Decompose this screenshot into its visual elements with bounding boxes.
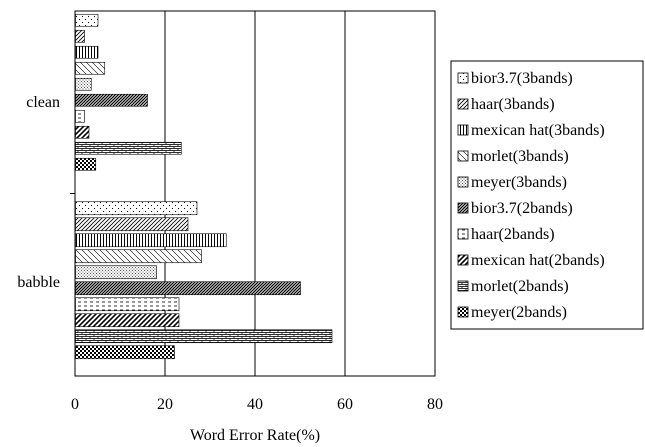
legend-label: mexican hat(3bands) [471, 122, 605, 139]
bar-clean-8 [75, 141, 182, 155]
bar-clean-7 [75, 125, 90, 139]
bar-babble-3 [75, 249, 202, 264]
legend-label: morlet(2bands) [471, 278, 569, 295]
legend-label: mexican hat(2bands) [471, 252, 605, 269]
bar-clean-9 [75, 157, 97, 171]
bar-clean-6 [75, 109, 85, 123]
category-label: clean [26, 94, 60, 111]
x-tick-labels: 0 20 40 60 80 [71, 396, 443, 413]
bar-babble-0 [75, 201, 198, 216]
legend-label: haar(3bands) [471, 96, 555, 113]
legend-swatch [457, 124, 469, 136]
x-tick-label: 60 [337, 396, 353, 413]
legend-box [450, 60, 644, 330]
legend-swatch [457, 228, 469, 240]
x-tick-label: 40 [247, 396, 263, 413]
legend-label: meyer(2bands) [471, 304, 567, 321]
legend-label: bior3.7(3bands) [471, 70, 573, 87]
bar-babble-5 [75, 281, 301, 296]
x-tick-label: 20 [157, 396, 173, 413]
bar-babble-9 [75, 345, 175, 360]
bar-clean-1 [75, 29, 85, 43]
category-label: babble [17, 274, 60, 291]
bar-babble-4 [75, 265, 157, 280]
legend-label: bior3.7(2bands) [471, 200, 573, 217]
category-labels: clean babble [17, 94, 60, 291]
bars-group [75, 13, 333, 360]
bar-clean-0 [75, 13, 99, 27]
bar-clean-2 [75, 45, 99, 59]
legend-swatch [457, 254, 469, 266]
legend-swatch [457, 306, 469, 318]
bar-babble-7 [75, 313, 180, 328]
x-tick-label: 80 [427, 396, 443, 413]
bar-babble-8 [75, 329, 333, 344]
legend-label: meyer(3bands) [471, 174, 567, 191]
legend-label: haar(2bands) [471, 226, 555, 243]
x-axis-label: Word Error Rate(%) [190, 427, 320, 444]
bar-babble-6 [75, 297, 180, 312]
legend-items: bior3.7(3bands) haar(3bands) mexican hat(3… [457, 70, 605, 321]
bar-babble-2 [75, 233, 227, 248]
legend-swatch [457, 98, 469, 110]
gridlines [164, 11, 346, 376]
legend-swatch [457, 176, 469, 188]
legend: bior3.7(3bands) haar(3bands) mexican hat(3… [450, 60, 644, 330]
legend-swatch [457, 150, 469, 162]
x-tick-label: 0 [71, 396, 79, 413]
legend-swatch [457, 280, 469, 292]
legend-label: morlet(3bands) [471, 148, 569, 165]
bar-clean-3 [75, 61, 106, 75]
bar-clean-5 [75, 93, 148, 107]
bar-babble-1 [75, 217, 189, 232]
bar-clean-4 [75, 77, 92, 91]
legend-swatch [457, 202, 469, 214]
legend-swatch [457, 72, 469, 84]
